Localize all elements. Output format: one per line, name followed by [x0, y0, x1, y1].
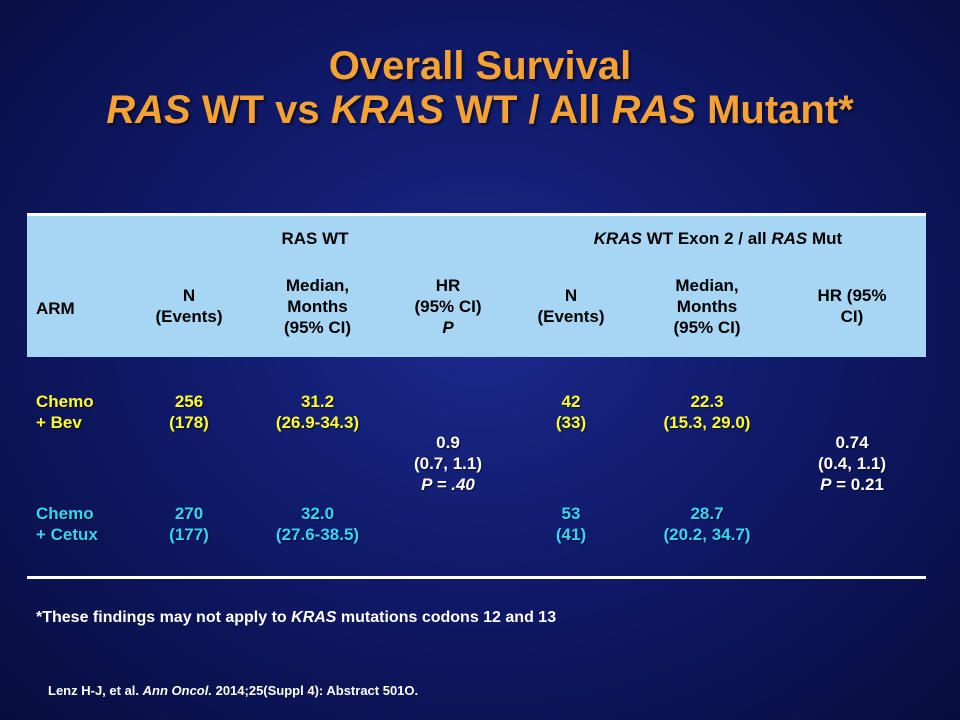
row-1-median: 31.2 (26.9-34.3)	[240, 391, 395, 433]
hr-ras-wt-ci: (0.7, 1.1)	[413, 454, 483, 473]
hr-kras-value: 0.74	[835, 433, 869, 452]
row-1-median-line2: (26.9-34.3)	[275, 413, 360, 432]
citation-journal: Ann Oncol.	[142, 683, 212, 698]
row-1-arm: Chemo + Bev	[36, 391, 136, 433]
title-kras: KRAS	[330, 88, 445, 132]
citation-authors: Lenz H-J, et al.	[48, 683, 143, 698]
row-2-n2: 53 (41)	[512, 503, 630, 545]
row-2-arm-line1: Chemo	[36, 504, 94, 523]
row-2-arm: Chemo + Cetux	[36, 503, 136, 545]
footnote-text-2: mutations codons 12 and 13	[336, 609, 557, 626]
col-n2-line1: N	[564, 286, 578, 305]
table-bottom-rule	[27, 576, 926, 579]
col-hr-line1: HR	[435, 276, 461, 295]
row-1-arm-line1: Chemo	[36, 392, 94, 411]
group-header-ras-wt: RAS WT	[281, 229, 349, 248]
title-line-1: Overall Survival	[328, 44, 632, 88]
row-1-n2: 42 (33)	[512, 391, 630, 433]
col-median-line3: (95% CI)	[283, 318, 352, 337]
hr-kras-p: P = 0.21	[790, 474, 914, 495]
row-2-median-line1: 32.0	[300, 504, 335, 523]
row-1-n: 256 (178)	[130, 391, 248, 433]
row-2-median2: 28.7 (20.2, 34.7)	[628, 503, 786, 545]
citation: Lenz H-J, et al. Ann Oncol. 2014;25(Supp…	[48, 683, 418, 698]
title-line-2: RAS WT vs KRAS WT / All RAS Mutant*	[0, 88, 960, 132]
hr-kras-ci: (0.4, 1.1)	[817, 454, 887, 473]
col-median2-line2: Months	[676, 297, 738, 316]
col-hr2-line2: CI)	[840, 307, 864, 326]
row-2-n-line1: 270	[174, 504, 204, 523]
row-1-median-line1: 31.2	[300, 392, 335, 411]
title-ras-2: RAS	[611, 88, 696, 132]
row-1-median2: 22.3 (15.3, 29.0)	[628, 391, 786, 433]
title-text-1: WT vs	[190, 88, 331, 132]
col-median-line2: Months	[287, 297, 348, 316]
row-2-median: 32.0 (27.6-38.5)	[240, 503, 395, 545]
group-header-kras: KRAS WT Exon 2 / all RAS Mut	[520, 228, 916, 249]
col-n2-line2: (Events)	[537, 307, 605, 326]
footnote: *These findings may not apply to KRAS mu…	[36, 609, 556, 627]
group-kras-italic: KRAS	[593, 229, 642, 248]
col-n-line1: N	[182, 286, 196, 305]
group-ras-italic: RAS	[771, 229, 808, 248]
footnote-kras: KRAS	[291, 609, 337, 626]
title-ras-1: RAS	[106, 88, 191, 132]
col-header-n: N (Events)	[130, 285, 248, 327]
hr-kras-p-value: = 0.21	[831, 475, 884, 494]
footnote-text-1: *These findings may not apply to	[36, 609, 292, 626]
row-2-arm-line2: + Cetux	[36, 525, 98, 544]
row-1-n-line2: (178)	[169, 413, 209, 432]
row-1-arm-line2: + Bev	[36, 413, 82, 432]
title-text-3: Mutant*	[695, 88, 854, 132]
col-median2-line1: Median,	[675, 276, 739, 295]
table-header	[27, 213, 926, 357]
citation-details: 2014;25(Suppl 4): Abstract 501O.	[211, 683, 419, 698]
hr-kras: 0.74 (0.4, 1.1) P = 0.21	[790, 432, 914, 495]
hr-ras-wt-value: 0.9	[436, 433, 460, 452]
row-2-n: 270 (177)	[130, 503, 248, 545]
group-mut-text: Mut	[807, 229, 843, 248]
col-hr2-line1: HR (95%	[817, 286, 887, 305]
title-text-2: WT / All	[444, 88, 612, 132]
slide-title: Overall Survival RAS WT vs KRAS WT / All…	[0, 44, 960, 132]
col-header-n2: N (Events)	[512, 285, 630, 327]
row-2-n2-line1: 53	[561, 504, 581, 523]
col-header-median: Median, Months (95% CI)	[250, 275, 385, 338]
row-1-n2-line2: (33)	[555, 413, 587, 432]
col-header-arm: ARM	[36, 299, 75, 318]
row-2-n2-line2: (41)	[555, 525, 587, 544]
hr-kras-p-label: P	[820, 475, 832, 494]
col-header-median2: Median, Months (95% CI)	[638, 275, 776, 338]
row-1-n2-line1: 42	[561, 392, 581, 411]
row-1-median2-line1: 22.3	[690, 392, 724, 411]
row-2-median2-line1: 28.7	[690, 504, 724, 523]
col-header-hr: HR (95% CI) P	[392, 275, 504, 338]
col-header-hr2: HR (95% CI)	[790, 285, 914, 327]
row-2-median-line2: (27.6-38.5)	[275, 525, 360, 544]
col-n-line2: (Events)	[155, 307, 223, 326]
row-1-n-line1: 256	[174, 392, 204, 411]
row-2-median2-line2: (20.2, 34.7)	[663, 525, 751, 544]
hr-ras-wt-p: P = .40	[421, 475, 475, 494]
row-1-median2-line2: (15.3, 29.0)	[663, 413, 751, 432]
hr-ras-wt: 0.9 (0.7, 1.1) P = .40	[392, 432, 504, 495]
col-hr-line2: (95% CI)	[414, 297, 482, 316]
col-median-line1: Median,	[285, 276, 350, 295]
group-kras-text: WT Exon 2 / all	[641, 229, 772, 248]
row-2-n-line2: (177)	[169, 525, 209, 544]
col-hr-line3: P	[442, 318, 454, 337]
col-median2-line3: (95% CI)	[673, 318, 741, 337]
